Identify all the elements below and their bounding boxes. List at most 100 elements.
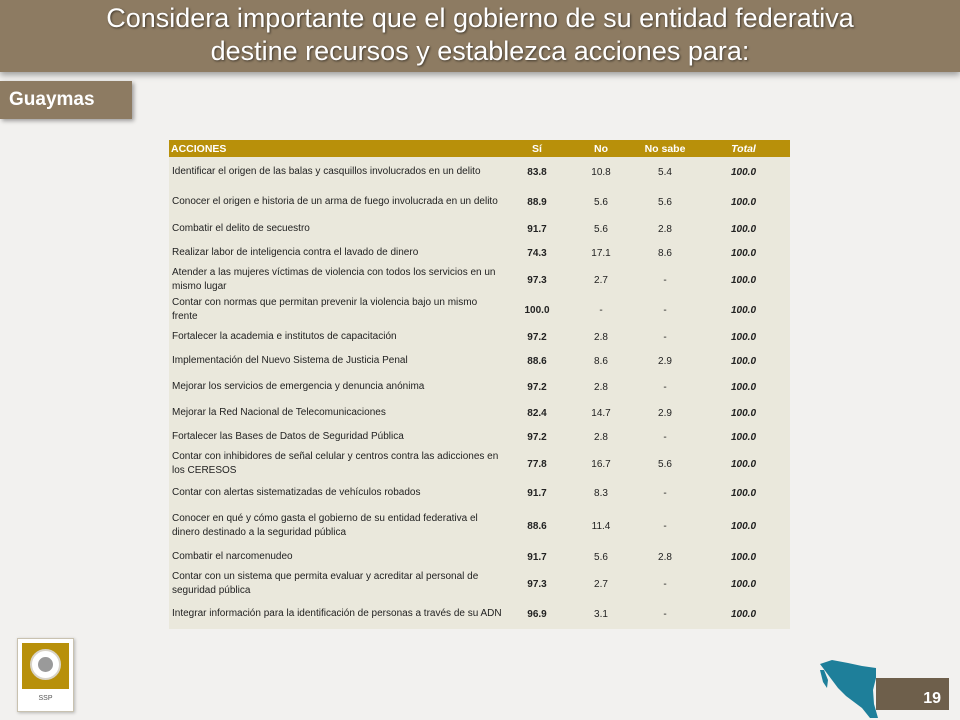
no-sabe-cell: - xyxy=(633,507,697,545)
ssp-logo-emblem xyxy=(22,643,69,689)
no-cell: 5.6 xyxy=(569,187,633,217)
si-cell: 96.9 xyxy=(505,599,569,629)
total-cell: 100.0 xyxy=(697,545,790,569)
no-sabe-cell: - xyxy=(633,295,697,325)
no-sabe-cell: - xyxy=(633,599,697,629)
no-sabe-cell: 2.8 xyxy=(633,545,697,569)
no-cell: 2.8 xyxy=(569,425,633,449)
si-cell: 88.6 xyxy=(505,349,569,373)
accion-cell: Implementación del Nuevo Sistema de Just… xyxy=(169,349,505,373)
total-cell: 100.0 xyxy=(697,187,790,217)
si-cell: 91.7 xyxy=(505,217,569,241)
total-cell: 100.0 xyxy=(697,507,790,545)
si-cell: 77.8 xyxy=(505,449,569,479)
accion-cell: Contar con inhibidores de señal celular … xyxy=(169,449,505,479)
table-row: Contar con normas que permitan prevenir … xyxy=(169,295,790,325)
no-sabe-cell: 5.4 xyxy=(633,157,697,187)
state-map-icon xyxy=(820,660,878,718)
accion-cell: Mejorar la Red Nacional de Telecomunicac… xyxy=(169,401,505,425)
no-cell: 17.1 xyxy=(569,241,633,265)
seal-icon xyxy=(30,649,61,680)
no-cell: 8.6 xyxy=(569,349,633,373)
table-row: Integrar información para la identificac… xyxy=(169,599,790,629)
total-cell: 100.0 xyxy=(697,295,790,325)
slide-title-line-2: destine recursos y establezca acciones p… xyxy=(210,36,750,66)
page-number-box: 19 xyxy=(876,678,949,710)
accion-cell: Fortalecer la academia e institutos de c… xyxy=(169,325,505,349)
total-cell: 100.0 xyxy=(697,425,790,449)
table-row: Atender a las mujeres víctimas de violen… xyxy=(169,265,790,295)
no-sabe-cell: - xyxy=(633,373,697,401)
si-cell: 97.2 xyxy=(505,425,569,449)
si-cell: 74.3 xyxy=(505,241,569,265)
no-sabe-cell: 2.8 xyxy=(633,217,697,241)
ssp-logo-text: SSP xyxy=(38,695,53,702)
table-row: Contar con alertas sistematizadas de veh… xyxy=(169,479,790,507)
table-row: Fortalecer las Bases de Datos de Segurid… xyxy=(169,425,790,449)
slide-title: Considera importante que el gobierno de … xyxy=(0,2,960,68)
no-sabe-cell: - xyxy=(633,265,697,295)
table-row: Implementación del Nuevo Sistema de Just… xyxy=(169,349,790,373)
si-cell: 83.8 xyxy=(505,157,569,187)
accion-cell: Identificar el origen de las balas y cas… xyxy=(169,157,505,187)
column-header-si: Sí xyxy=(505,140,569,157)
total-cell: 100.0 xyxy=(697,569,790,599)
no-cell: 5.6 xyxy=(569,217,633,241)
no-cell: - xyxy=(569,295,633,325)
no-cell: 8.3 xyxy=(569,479,633,507)
slide-title-line-1: Considera importante que el gobierno de … xyxy=(106,3,854,33)
ssp-logo: SSP xyxy=(17,638,74,712)
si-cell: 91.7 xyxy=(505,479,569,507)
accion-cell: Contar con un sistema que permita evalua… xyxy=(169,569,505,599)
accion-cell: Conocer el origen e historia de un arma … xyxy=(169,187,505,217)
table-row: Realizar labor de inteligencia contra el… xyxy=(169,241,790,265)
total-cell: 100.0 xyxy=(697,325,790,349)
table-header-row: ACCIONES Sí No No sabe Total xyxy=(169,140,790,157)
total-cell: 100.0 xyxy=(697,373,790,401)
accion-cell: Mejorar los servicios de emergencia y de… xyxy=(169,373,505,401)
peninsula-shape xyxy=(820,670,828,688)
no-cell: 5.6 xyxy=(569,545,633,569)
column-header-no: No xyxy=(569,140,633,157)
no-sabe-cell: - xyxy=(633,325,697,349)
acciones-table: ACCIONES Sí No No sabe Total Identificar… xyxy=(169,140,790,629)
no-cell: 16.7 xyxy=(569,449,633,479)
accion-cell: Conocer en qué y cómo gasta el gobierno … xyxy=(169,507,505,545)
total-cell: 100.0 xyxy=(697,241,790,265)
si-cell: 97.2 xyxy=(505,325,569,349)
seal-center xyxy=(38,657,53,672)
total-cell: 100.0 xyxy=(697,157,790,187)
table-row: Combatir el narcomenudeo 91.7 5.6 2.8 100.0 xyxy=(169,545,790,569)
total-cell: 100.0 xyxy=(697,349,790,373)
acciones-table-container: ACCIONES Sí No No sabe Total Identificar… xyxy=(169,140,790,629)
si-cell: 100.0 xyxy=(505,295,569,325)
table-row: Combatir el delito de secuestro 91.7 5.6 2.… xyxy=(169,217,790,241)
table-row: Contar con un sistema que permita evalua… xyxy=(169,569,790,599)
si-cell: 97.3 xyxy=(505,265,569,295)
table-body: Identificar el origen de las balas y cas… xyxy=(169,157,790,629)
si-cell: 88.9 xyxy=(505,187,569,217)
no-cell: 2.8 xyxy=(569,373,633,401)
si-cell: 91.7 xyxy=(505,545,569,569)
column-header-total: Total xyxy=(697,140,790,157)
total-cell: 100.0 xyxy=(697,449,790,479)
table-row: Fortalecer la academia e institutos de c… xyxy=(169,325,790,349)
no-cell: 11.4 xyxy=(569,507,633,545)
region-label: Guaymas xyxy=(0,81,132,119)
no-sabe-cell: - xyxy=(633,569,697,599)
table-row: Mejorar la Red Nacional de Telecomunicac… xyxy=(169,401,790,425)
no-sabe-cell: 8.6 xyxy=(633,241,697,265)
column-header-acciones: ACCIONES xyxy=(169,140,505,157)
table-row: Identificar el origen de las balas y cas… xyxy=(169,157,790,187)
table-row: Conocer el origen e historia de un arma … xyxy=(169,187,790,217)
table-row: Mejorar los servicios de emergencia y de… xyxy=(169,373,790,401)
no-sabe-cell: 5.6 xyxy=(633,187,697,217)
accion-cell: Combatir el delito de secuestro xyxy=(169,217,505,241)
si-cell: 82.4 xyxy=(505,401,569,425)
total-cell: 100.0 xyxy=(697,265,790,295)
table-row: Conocer en qué y cómo gasta el gobierno … xyxy=(169,507,790,545)
accion-cell: Fortalecer las Bases de Datos de Segurid… xyxy=(169,425,505,449)
page-number: 19 xyxy=(923,690,941,707)
si-cell: 97.2 xyxy=(505,373,569,401)
total-cell: 100.0 xyxy=(697,401,790,425)
